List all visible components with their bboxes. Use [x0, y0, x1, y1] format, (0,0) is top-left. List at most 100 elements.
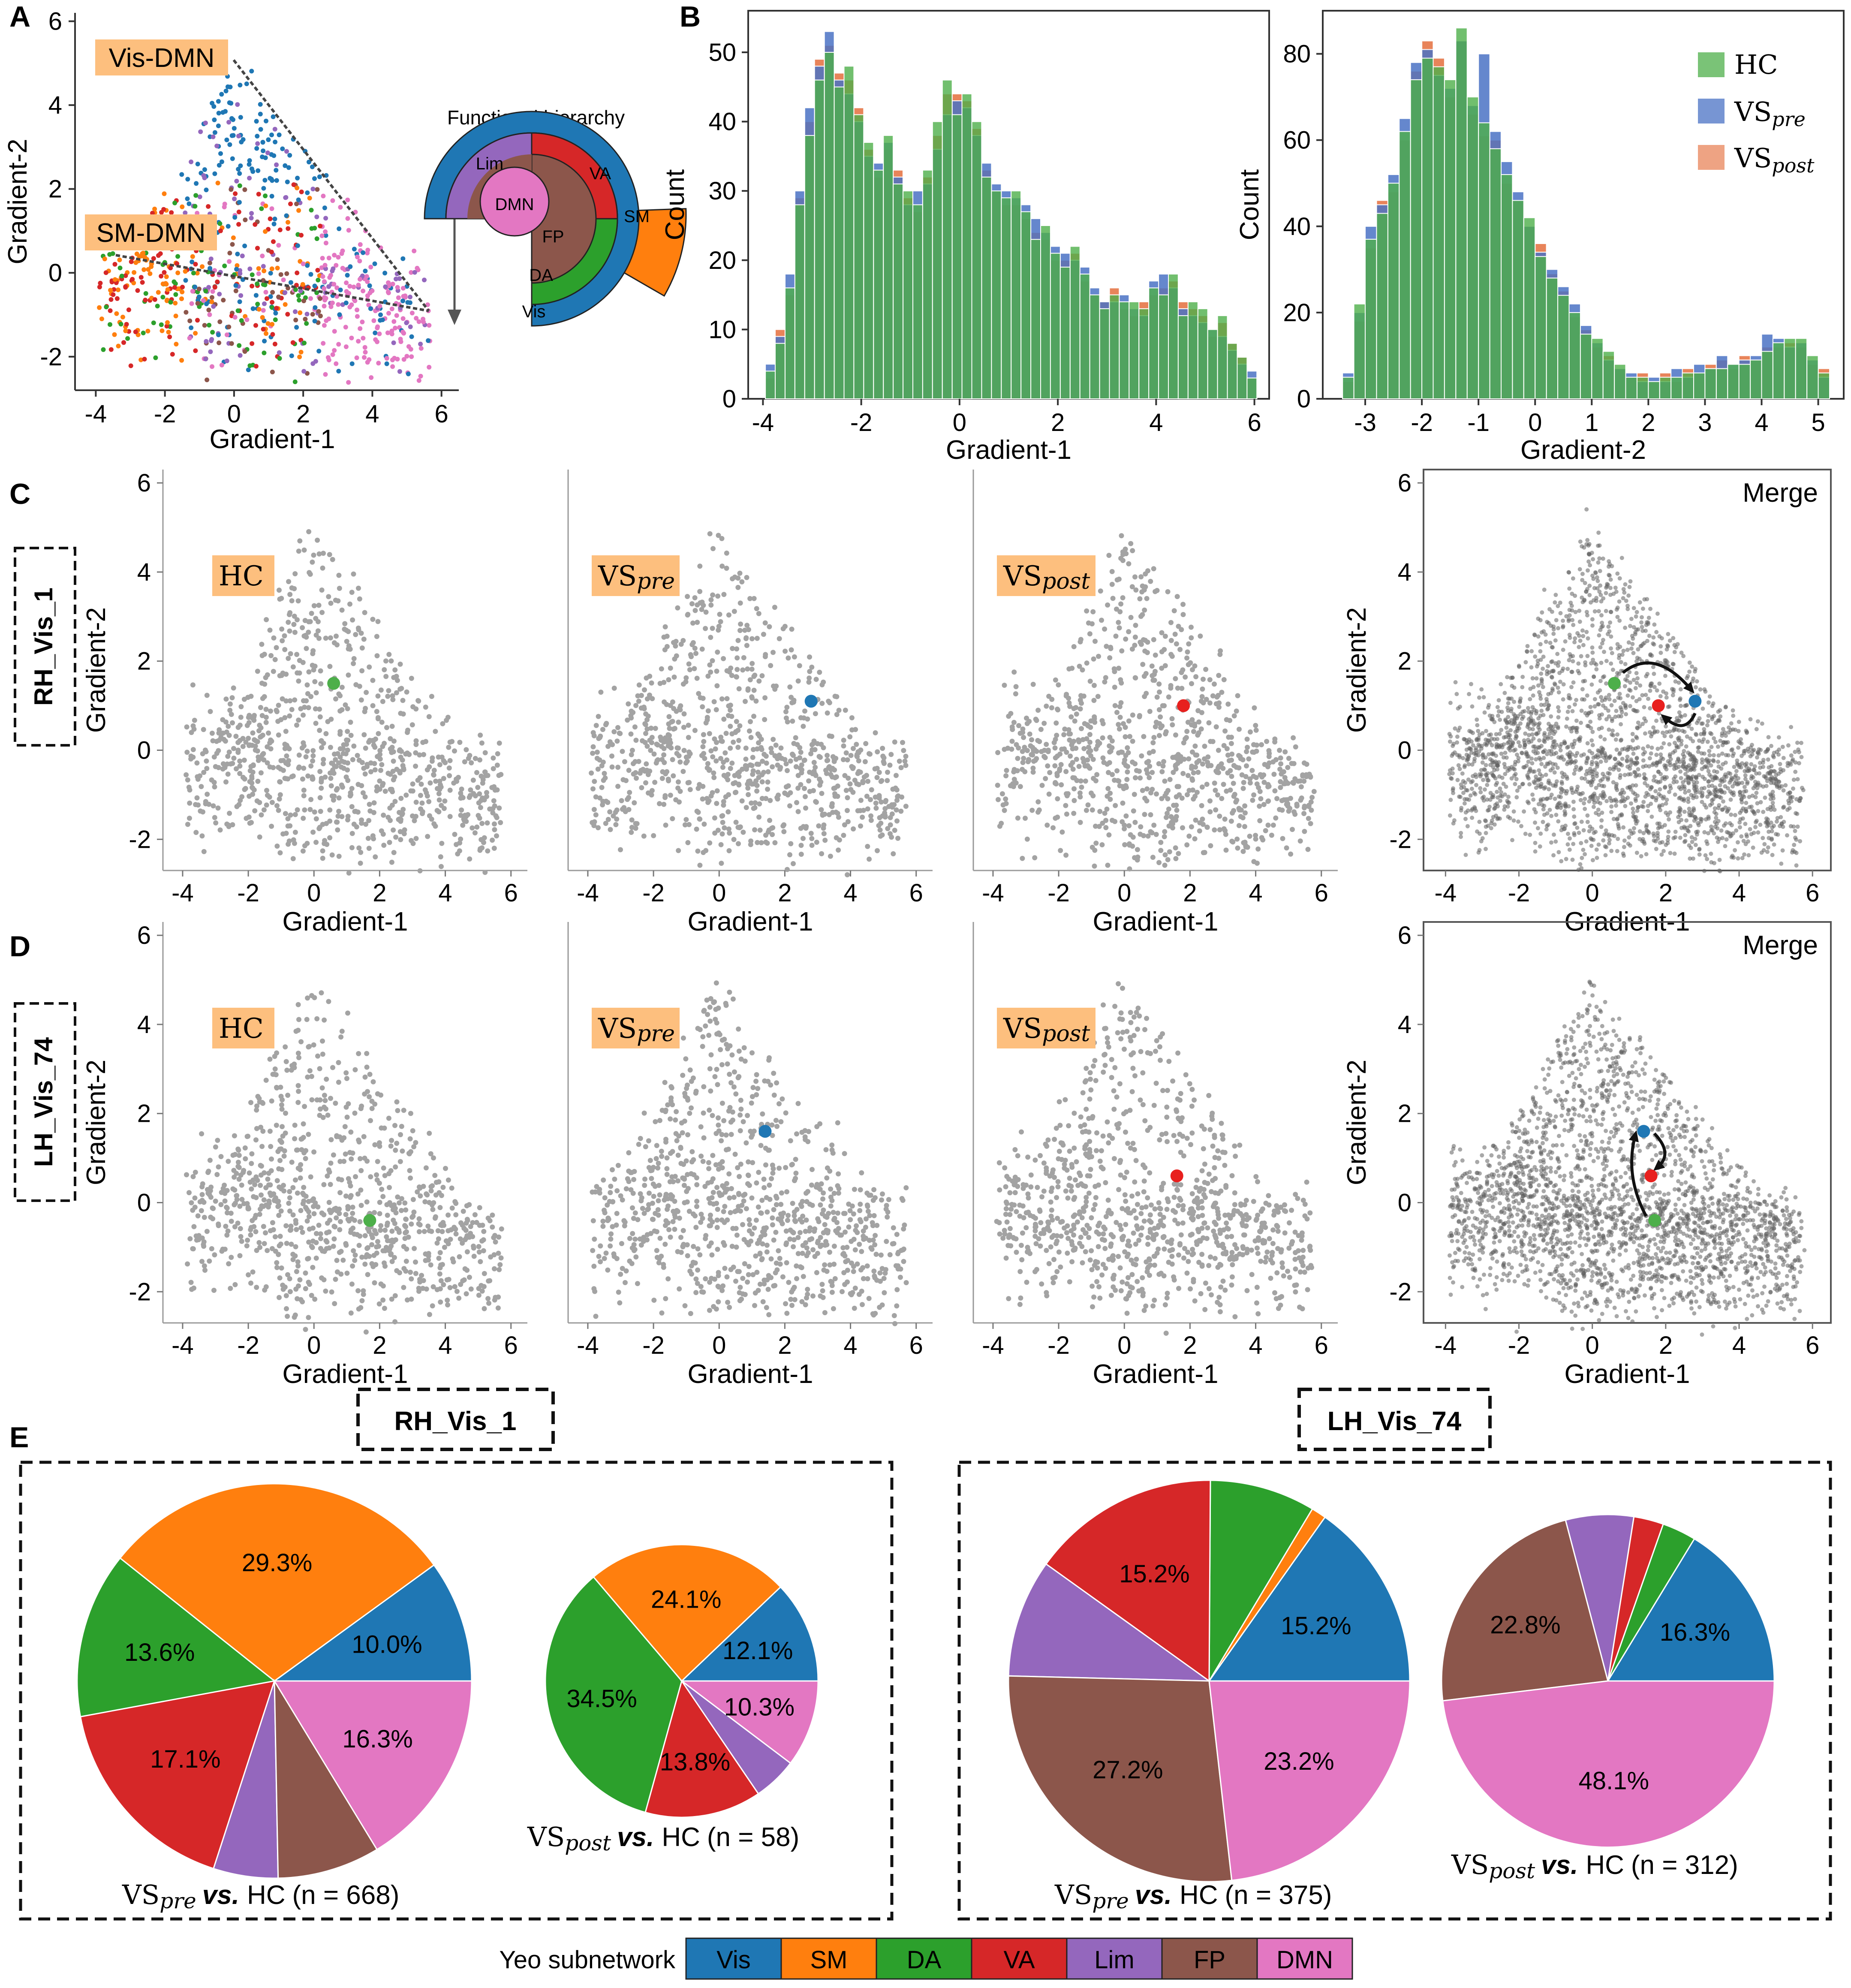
scatter-point	[1242, 824, 1247, 829]
scatter-point	[858, 823, 863, 829]
scatter-point	[748, 719, 753, 724]
scatter-point	[807, 669, 813, 674]
scatter-point	[269, 800, 275, 805]
scatter-point	[300, 660, 306, 665]
scatter-point	[309, 611, 314, 616]
scatter-point	[730, 646, 735, 651]
scatter-point	[409, 310, 415, 316]
scatter-point	[1176, 784, 1181, 789]
scatter-point	[1200, 686, 1205, 692]
scatter-point	[662, 647, 668, 653]
y-tick-label: 0	[137, 737, 151, 765]
scatter-point	[336, 369, 341, 374]
scatter-point	[659, 666, 664, 672]
scatter-point	[1571, 576, 1575, 581]
scatter-point	[247, 158, 252, 163]
scatter-point	[140, 280, 145, 285]
scatter-point	[316, 349, 322, 354]
scatter-point	[323, 216, 328, 221]
scatter-point	[798, 852, 804, 857]
scatter-point	[724, 550, 729, 556]
scatter-point	[676, 848, 681, 853]
scatter-point	[697, 589, 703, 594]
scatter-point	[1120, 750, 1125, 755]
scatter-point	[1174, 594, 1180, 599]
scatter-point	[310, 774, 315, 780]
scatter-point	[380, 781, 386, 786]
scatter-point	[393, 325, 398, 331]
scatter-point	[1046, 791, 1052, 797]
scatter-point	[308, 797, 314, 802]
scatter-point	[1578, 539, 1583, 544]
scatter-point	[1229, 838, 1235, 844]
x-tick-label: -4	[172, 879, 194, 907]
scatter-point	[222, 263, 227, 268]
scatter-point	[767, 624, 772, 630]
scatter-point	[295, 175, 300, 181]
scatter-point	[1020, 767, 1025, 772]
scatter-point	[310, 164, 315, 169]
scatter-point	[270, 370, 275, 374]
scatter-point	[286, 746, 292, 752]
scatter-point	[1225, 702, 1231, 707]
scatter-point	[166, 330, 171, 334]
scatter-point	[1035, 708, 1041, 713]
scatter-point	[995, 750, 1001, 755]
scatter-point	[1617, 692, 1622, 696]
histogram-bar-hc	[1217, 315, 1228, 399]
scatter-point	[1475, 717, 1479, 722]
scatter-point	[207, 322, 212, 328]
scatter-point	[1120, 549, 1126, 554]
scatter-point	[1132, 634, 1138, 640]
scatter-point	[1023, 816, 1028, 821]
scatter-point	[384, 361, 389, 366]
scatter-point	[235, 308, 241, 313]
scatter-point	[1213, 788, 1218, 793]
scatter-point	[1619, 738, 1623, 743]
scatter-point	[231, 685, 236, 691]
scatter-point	[598, 690, 604, 695]
scatter-point	[745, 686, 751, 692]
scatter-point	[328, 770, 334, 776]
scatter-point	[1265, 798, 1271, 804]
scatter-point	[259, 642, 265, 647]
scatter-point	[184, 772, 189, 777]
panel-a-x-ticks: -4 -2 0 2 4 6	[85, 390, 448, 428]
scatter-point	[808, 831, 814, 836]
x-tick-label: 2	[778, 879, 792, 907]
scatter-point	[229, 133, 235, 138]
scatter-point	[413, 836, 419, 841]
scatter-point	[1114, 768, 1120, 774]
scatter-point	[1093, 778, 1099, 783]
scatter-point	[735, 584, 741, 590]
group-label-main: VS	[598, 560, 637, 592]
scatter-point	[1643, 731, 1647, 736]
scatter-point	[459, 794, 464, 799]
histogram-bar-hc	[1187, 301, 1198, 400]
scatter-point	[296, 548, 301, 554]
scatter-point	[868, 813, 874, 819]
histogram-bar-hc	[1168, 274, 1179, 399]
scatter-point	[681, 711, 687, 717]
scatter-point	[633, 825, 638, 831]
scatter-point	[301, 740, 306, 746]
scatter-point	[365, 836, 371, 841]
scatter-point	[209, 730, 215, 736]
scatter-point	[1165, 589, 1171, 594]
scatter-point	[246, 367, 251, 372]
scatter-point	[1544, 772, 1548, 777]
scatter-point	[274, 306, 279, 311]
scatter-point	[1107, 760, 1112, 765]
scatter-point	[1298, 784, 1304, 789]
scatter-point	[1071, 798, 1077, 803]
scatter-point	[1235, 845, 1240, 851]
histogram-bar-hc	[1099, 308, 1110, 400]
histogram-bar-hc	[883, 135, 894, 399]
scatter-point	[1789, 725, 1794, 729]
scatter-point	[1213, 724, 1219, 729]
scatter-point	[1553, 600, 1557, 605]
scatter-point	[660, 769, 665, 774]
scatter-point	[834, 712, 840, 717]
scatter-point	[203, 356, 208, 361]
